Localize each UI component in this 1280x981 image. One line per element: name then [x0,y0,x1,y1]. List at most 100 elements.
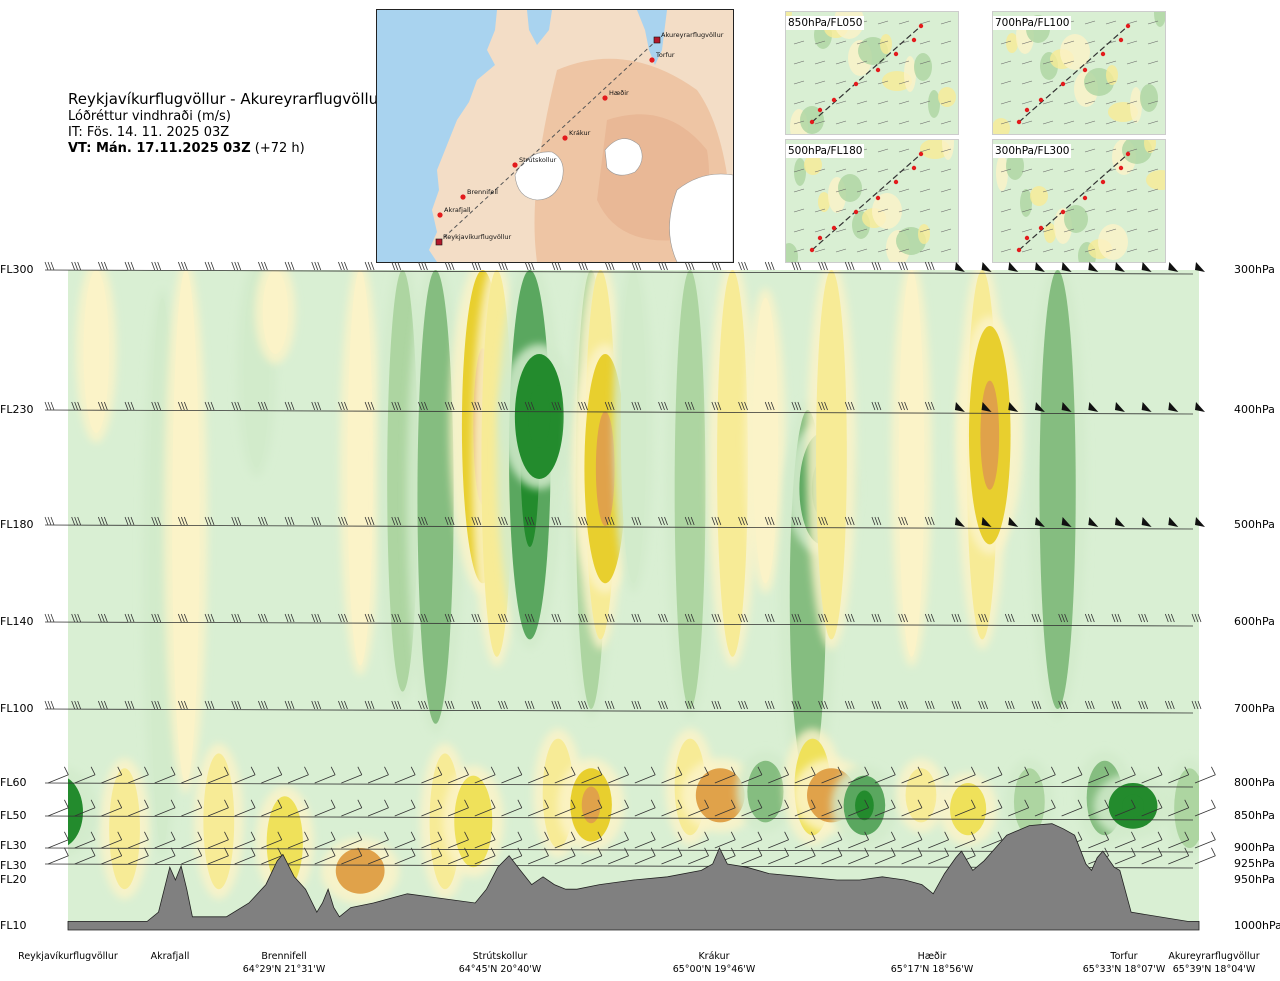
waypoint-label: Torfur 65°33'N 18°07'W [1083,950,1166,976]
vv-band-core [709,781,732,809]
wind-barb [738,613,748,623]
wind-barb [604,401,615,411]
wind-barb [901,831,923,849]
wind-barb [658,401,668,411]
wind-barb [311,613,322,623]
wind-barb [581,831,603,849]
wind-barb [364,401,375,411]
wind-barb [981,799,1003,817]
wind-barb [284,261,295,271]
wind-barb [901,799,923,817]
wind-barb [898,516,908,526]
pressure-label: 900hPa [1234,841,1275,854]
wind-barb [818,700,828,710]
wind-barb [848,847,869,865]
wind-barb [418,516,428,526]
waypoint-name: Akureyrarflugvöllur [1168,951,1260,962]
wind-barb [1084,700,1095,710]
vv-band [905,768,937,823]
wind-barb [1114,847,1136,865]
wind-barb [821,847,843,865]
level-map-svg [993,12,1165,134]
wind-barb [501,799,523,817]
wind-barb [474,831,496,849]
chart-quantity: Lóðréttur vindhraði (m/s) [68,109,231,124]
wind-barb [341,831,363,849]
level-map-point [918,151,924,157]
chart-title: Reykjavíkurflugvöllur - Akureyrarflugvöl… [68,90,385,108]
wind-barb [258,261,268,271]
wind-barb [338,261,348,271]
wind-barb [714,766,736,784]
wind-barb [738,516,748,526]
wind-barb [924,401,935,411]
wind-barb [311,261,322,271]
wind-barb [1195,262,1205,272]
wind-barb [1031,700,1042,710]
wind-barb [97,401,108,411]
wind-barb [791,700,802,710]
wind-barb [234,799,256,817]
wind-barb [524,401,535,411]
wind-barb [551,613,562,623]
wind-barb [901,847,923,865]
map-point-label: Brennifell [467,188,498,196]
wind-barb [341,766,363,784]
wind-barb [1111,613,1122,623]
wind-barb [501,831,523,849]
map-point-label: Krákur [569,129,591,137]
wind-barb [74,799,96,817]
wind-barb [658,613,668,623]
fl-label: FL30 [0,839,27,852]
wind-barb [207,766,229,784]
wind-barb [44,700,55,710]
wind-barb [1008,799,1030,817]
wind-barb [578,700,588,710]
wind-barb [231,261,242,271]
wind-barb [204,261,215,271]
wind-barb [874,847,896,865]
wind-barb [177,401,188,411]
wind-barb [524,700,535,710]
map-point-label: Strútskollur [519,156,557,164]
wind-barb [1061,517,1072,527]
wind-barb [764,261,775,271]
wind-barb [234,831,256,849]
wind-barb [554,847,576,865]
wind-barb [1194,831,1216,849]
wind-barb [1138,613,1149,623]
wind-barb [898,401,908,411]
wind-barb [764,613,775,623]
wind-barb [928,766,950,784]
wind-barb [341,799,363,817]
wind-barb [1168,262,1179,272]
wind-barb [1164,613,1175,623]
wind-barb [1114,262,1125,272]
wind-barb [1004,700,1015,710]
fl-label: FL180 [0,518,34,531]
wind-barb [818,261,828,271]
wind-barb [314,799,336,817]
wind-barb [498,261,508,271]
wind-barb [1141,517,1152,527]
level-map: 500hPa/FL180 [785,139,959,263]
waypoint-name: Akrafjall [150,951,190,962]
wind-barb [311,516,322,526]
level-map-point [831,225,837,231]
waypoint-name: Hæðir [917,951,947,962]
wind-barb [1088,262,1099,272]
level-map-point [1118,165,1124,171]
wind-barb [124,401,135,411]
vv-band [68,778,83,846]
wind-barb [684,401,695,411]
vertical-velocity-field [68,270,1199,904]
wind-barb [154,847,176,865]
level-line [44,269,1194,275]
wind-barb [74,831,96,849]
map-sea [377,10,497,262]
wind-barb [928,799,950,817]
wind-barb [207,831,229,849]
wind-barb [1141,402,1152,412]
wind-barb [844,700,855,710]
level-map-point [817,235,823,241]
